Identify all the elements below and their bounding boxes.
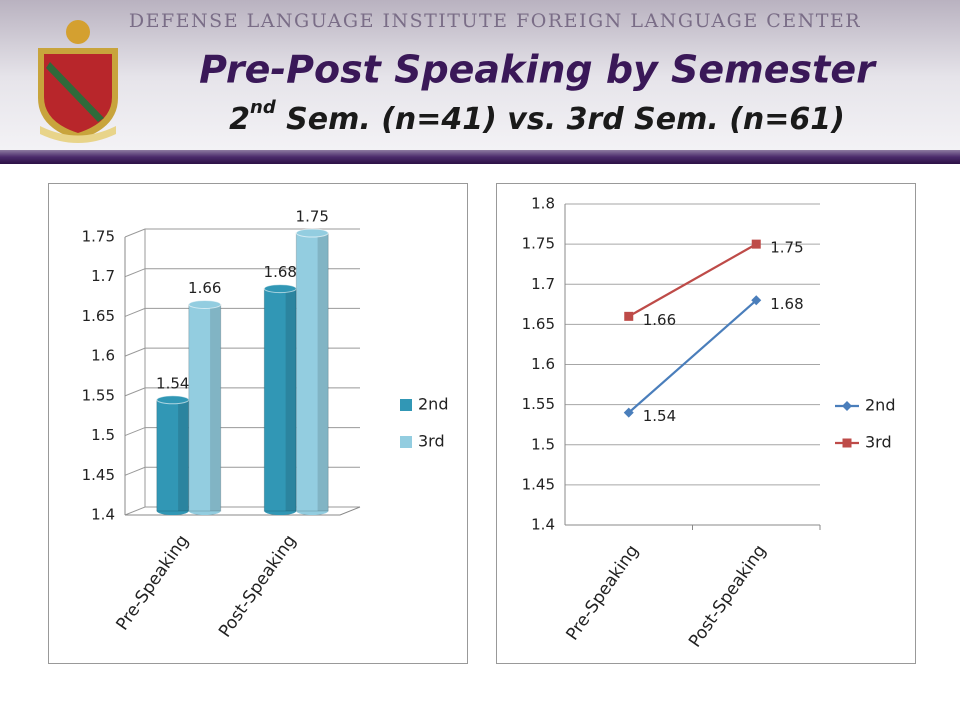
bar-shade: [210, 304, 221, 511]
bar: [188, 303, 222, 512]
subtitle-part: Sem. (n=41) vs. 3rd Sem. (n=61): [276, 102, 845, 137]
y-tick-label: 1.5: [91, 426, 115, 444]
bar-shade: [178, 399, 189, 511]
bar-cap: [263, 284, 297, 294]
y-tick-label: 1.75: [82, 228, 115, 246]
series-line: [628, 243, 757, 318]
bar: [263, 288, 297, 512]
title: Pre-Post Speaking by Semester: [199, 48, 877, 92]
marker: [751, 295, 762, 306]
header-bg: [0, 0, 960, 155]
legend-label: 2nd: [865, 396, 895, 415]
subtitle-sup: nd: [250, 97, 277, 118]
bar-shade: [285, 288, 297, 511]
value-label: 1.68: [770, 295, 803, 313]
y-tick-label: 1.55: [82, 386, 115, 404]
y-tick-label: 1.7: [531, 275, 555, 293]
shield-bend: [46, 62, 104, 122]
y-tick-label: 1.7: [91, 267, 115, 285]
bar: [295, 232, 329, 512]
legend-label: 3rd: [418, 432, 445, 451]
floor: [125, 506, 361, 516]
y-tick-label: 1.4: [91, 506, 115, 524]
chart-frame: [48, 183, 468, 664]
bar-cap: [156, 395, 190, 405]
y-tick-label: 1.4: [531, 516, 555, 534]
crest: [66, 20, 90, 44]
marker: [751, 239, 761, 249]
y-tick-label: 1.75: [522, 235, 555, 253]
scroll: [40, 126, 116, 143]
y-tick-label: 1.45: [82, 466, 115, 484]
series-line: [628, 299, 757, 414]
value-label: 1.54: [156, 374, 189, 392]
chart-frame: [496, 183, 916, 664]
marker: [624, 311, 634, 321]
emblem: [38, 20, 118, 143]
value-label: 1.54: [643, 407, 676, 425]
value-label: 1.66: [188, 279, 221, 297]
value-label: 1.75: [770, 239, 803, 257]
legend-swatch: [400, 436, 412, 448]
y-tick-label: 1.5: [531, 435, 555, 453]
legend-marker: [842, 438, 852, 448]
marker: [623, 407, 634, 418]
subtitle: 2nd Sem. (n=41) vs. 3rd Sem. (n=61): [229, 97, 845, 137]
header-band: [0, 150, 960, 164]
y-tick-label: 1.6: [91, 347, 115, 365]
y-tick-label: 1.65: [522, 315, 555, 333]
bar-shade: [317, 233, 329, 511]
y-tick-label: 1.45: [522, 475, 555, 493]
legend-swatch: [400, 399, 412, 411]
bar-cap: [188, 299, 222, 309]
legend-marker: [842, 401, 852, 411]
legend-label: 2nd: [418, 395, 448, 414]
banner: DEFENSE LANGUAGE INSTITUTE FOREIGN LANGU…: [129, 10, 861, 32]
bar-cap: [295, 228, 329, 238]
y-tick-label: 1.55: [522, 395, 555, 413]
value-label: 1.68: [264, 263, 297, 281]
y-tick-label: 1.8: [531, 195, 555, 213]
value-label: 1.66: [643, 311, 676, 329]
value-label: 1.75: [296, 208, 329, 226]
y-tick-label: 1.65: [82, 307, 115, 325]
subtitle-part: 2: [229, 102, 250, 137]
y-tick-label: 1.6: [531, 355, 555, 373]
legend-label: 3rd: [865, 433, 892, 452]
